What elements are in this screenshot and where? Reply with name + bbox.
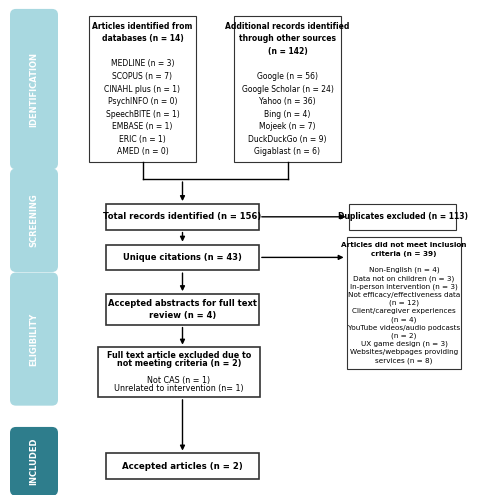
Text: UX game design (n = 3): UX game design (n = 3) [360, 341, 448, 347]
Text: review (n = 4): review (n = 4) [149, 310, 216, 320]
Text: IDENTIFICATION: IDENTIFICATION [30, 51, 38, 127]
Text: AMED (n = 0): AMED (n = 0) [116, 148, 168, 156]
FancyBboxPatch shape [349, 204, 456, 230]
FancyBboxPatch shape [106, 294, 259, 325]
Text: Non-English (n = 4): Non-English (n = 4) [368, 267, 440, 273]
Text: Articles did not meet inclusion: Articles did not meet inclusion [341, 243, 467, 248]
Text: Bing (n = 4): Bing (n = 4) [264, 110, 310, 119]
Text: Data not on children (n = 3): Data not on children (n = 3) [354, 275, 454, 282]
FancyBboxPatch shape [347, 238, 461, 368]
Text: Unrelated to intervention (n= 1): Unrelated to intervention (n= 1) [114, 385, 244, 394]
Text: services (n = 8): services (n = 8) [376, 357, 432, 364]
Text: SpeechBITE (n = 1): SpeechBITE (n = 1) [106, 110, 180, 119]
Text: MEDLINE (n = 3): MEDLINE (n = 3) [111, 59, 174, 68]
Text: Full text article excluded due to: Full text article excluded due to [107, 351, 251, 360]
Text: Google Scholar (n = 24): Google Scholar (n = 24) [242, 85, 334, 94]
Text: In-person intervention (n = 3): In-person intervention (n = 3) [350, 283, 458, 290]
Text: SCOPUS (n = 7): SCOPUS (n = 7) [112, 72, 172, 81]
Text: (n = 4): (n = 4) [392, 316, 416, 323]
Text: Accepted abstracts for full text: Accepted abstracts for full text [108, 299, 257, 308]
Text: CINAHL plus (n = 1): CINAHL plus (n = 1) [104, 85, 180, 94]
Text: EMBASE (n = 1): EMBASE (n = 1) [112, 122, 172, 131]
Text: INCLUDED: INCLUDED [30, 438, 38, 485]
FancyBboxPatch shape [10, 272, 58, 406]
Text: Articles identified from: Articles identified from [92, 22, 192, 31]
Text: ELIGIBILITY: ELIGIBILITY [30, 312, 38, 366]
Text: Unique citations (n = 43): Unique citations (n = 43) [123, 253, 242, 262]
FancyBboxPatch shape [89, 16, 196, 162]
Text: Yahoo (n = 36): Yahoo (n = 36) [259, 97, 316, 106]
Text: Total records identified (n = 156): Total records identified (n = 156) [104, 212, 262, 221]
Text: criteria (n = 39): criteria (n = 39) [371, 250, 437, 256]
Text: DuckDuckGo (n = 9): DuckDuckGo (n = 9) [248, 135, 327, 144]
Text: SCREENING: SCREENING [30, 194, 38, 247]
Text: through other sources: through other sources [239, 34, 336, 44]
Text: Duplicates excluded (n = 113): Duplicates excluded (n = 113) [338, 212, 468, 221]
FancyBboxPatch shape [106, 453, 259, 479]
FancyBboxPatch shape [106, 245, 259, 270]
Text: Accepted articles (n = 2): Accepted articles (n = 2) [122, 462, 243, 471]
Text: Google (n = 56): Google (n = 56) [257, 72, 318, 81]
FancyBboxPatch shape [10, 168, 58, 272]
Text: Mojeek (n = 7): Mojeek (n = 7) [259, 122, 316, 131]
FancyBboxPatch shape [234, 16, 341, 162]
Text: (n = 2): (n = 2) [392, 333, 416, 339]
Text: (n = 142): (n = 142) [268, 47, 308, 56]
Text: Gigablast (n = 6): Gigablast (n = 6) [254, 148, 320, 156]
Text: Not efficacy/effectiveness data: Not efficacy/effectiveness data [348, 292, 460, 297]
Text: YouTube videos/audio podcasts: YouTube videos/audio podcasts [348, 325, 460, 331]
Text: Websites/webpages providing: Websites/webpages providing [350, 349, 458, 355]
Text: Client/caregiver experiences: Client/caregiver experiences [352, 308, 456, 314]
Text: Additional records identified: Additional records identified [226, 22, 350, 31]
Text: (n = 12): (n = 12) [389, 299, 419, 306]
Text: databases (n = 14): databases (n = 14) [102, 34, 184, 44]
Text: not meeting criteria (n = 2): not meeting criteria (n = 2) [117, 359, 241, 368]
Text: PsychINFO (n = 0): PsychINFO (n = 0) [108, 97, 177, 106]
Text: ERIC (n = 1): ERIC (n = 1) [119, 135, 166, 144]
Text: Not CAS (n = 1): Not CAS (n = 1) [148, 376, 210, 385]
FancyBboxPatch shape [10, 9, 58, 169]
FancyBboxPatch shape [98, 347, 260, 397]
FancyBboxPatch shape [10, 427, 58, 495]
FancyBboxPatch shape [106, 204, 259, 230]
